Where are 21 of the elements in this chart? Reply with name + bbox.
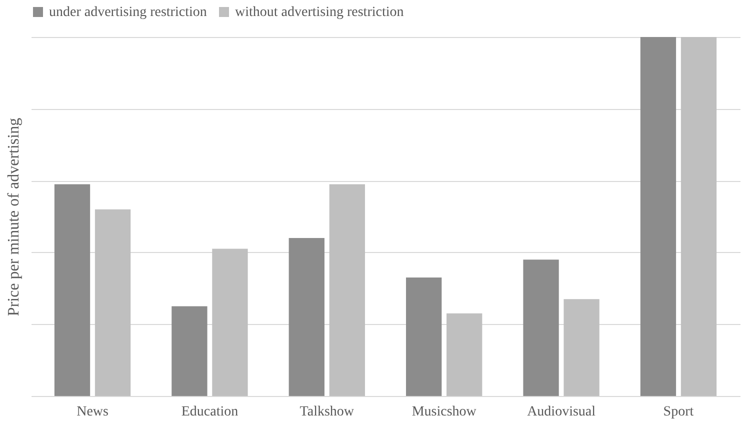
bar [680, 37, 717, 396]
bar [446, 313, 482, 396]
legend-label: under advertising restriction [49, 5, 207, 20]
bar [406, 278, 442, 396]
bar [329, 184, 365, 396]
x-tick-label: Audiovisual [527, 404, 596, 420]
bar [564, 299, 600, 396]
x-tick-label: News [76, 404, 108, 420]
x-tick-label: Talkshow [300, 404, 355, 420]
legend-label: without advertising restriction [235, 5, 404, 20]
x-tick-label: Musicshow [412, 404, 478, 420]
bar [94, 209, 131, 396]
bar [288, 238, 324, 396]
bar [172, 306, 208, 396]
bar [212, 248, 248, 396]
y-axis-title: Price per minute of advertising [6, 118, 22, 316]
bar [54, 184, 90, 396]
bar [523, 260, 559, 396]
x-tick-label: Education [181, 404, 238, 420]
bar [640, 37, 676, 396]
x-tick-label: Sport [663, 404, 694, 420]
